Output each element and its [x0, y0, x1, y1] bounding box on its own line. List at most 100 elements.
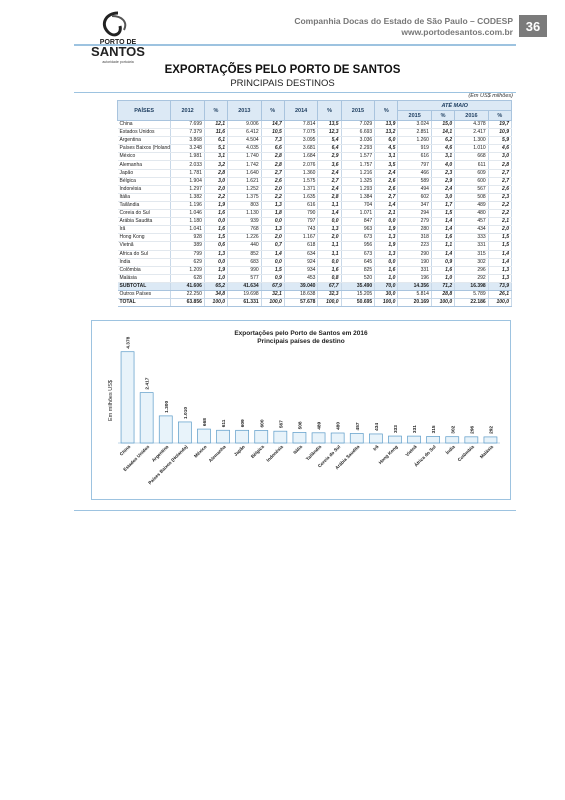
- value-cell: 7.029: [341, 120, 376, 130]
- value-cell: 1.904: [170, 177, 205, 186]
- value-cell: 673: [341, 233, 376, 243]
- category-label: Argentina: [151, 444, 170, 463]
- percent-cell: 15,0: [431, 120, 456, 130]
- percent-cell: 1,6: [317, 266, 342, 275]
- percent-cell: 1,3: [488, 266, 513, 275]
- percent-cell: 1,0: [431, 274, 456, 283]
- percent-cell: 2,0: [261, 233, 285, 243]
- percent-cell: 71,2: [431, 281, 456, 291]
- table-row: Índia 629 0,0 683 0,0 924 0,0 645 0,0 190 0,9 302 1,…: [117, 258, 513, 267]
- category-label: Índia: [443, 442, 456, 455]
- value-cell: 1.010: [454, 144, 489, 154]
- percent-cell: 34,8: [204, 290, 229, 300]
- value-cell: 1.742: [227, 160, 262, 170]
- value-cell: 1.226: [227, 233, 262, 243]
- value-cell: 9.006: [227, 120, 262, 130]
- percent-cell: 1,1: [431, 241, 456, 251]
- value-cell: 296: [454, 266, 489, 275]
- percent-cell: 0,0: [261, 258, 285, 267]
- value-cell: 434: [454, 225, 489, 235]
- percent-cell: 1,4: [431, 225, 456, 235]
- total-row: TOTAL 63.856 100,0 61.331 100,0 57.678 100,0 50…: [117, 298, 513, 308]
- other-countries-row: Outros Países 22.250 34,8 19.698 32,1 18.638 3…: [117, 290, 513, 300]
- percent-cell: 2,7: [488, 177, 513, 186]
- percent-cell: 0,0: [204, 217, 229, 227]
- percent-cell: 1,1: [317, 201, 342, 211]
- percent-cell: 0,7: [261, 241, 285, 251]
- percent-cell: 13,2: [374, 128, 399, 138]
- percent-cell: 65,2: [204, 281, 229, 291]
- percent-cell: 0,8: [317, 274, 342, 283]
- percent-cell: 12,1: [204, 120, 229, 130]
- percent-cell: 2,6: [261, 177, 285, 186]
- percent-cell: 14,7: [261, 120, 285, 130]
- company-website[interactable]: www.portodesantos.com.br: [401, 27, 513, 37]
- percent-cell: 3,0: [431, 193, 456, 202]
- header-ate-maio-2016: 2016: [454, 110, 489, 121]
- percent-cell: 3,6: [317, 160, 342, 170]
- bar: [426, 436, 440, 444]
- value-cell: 3.036: [341, 136, 376, 146]
- percent-cell: 2,2: [204, 193, 229, 202]
- percent-cell: 0,0: [374, 217, 399, 227]
- table-row: Japão 1.781 2,8 1.640 2,7 1.360 2,4 1.216 2,4 466…: [117, 169, 513, 178]
- bar: [235, 429, 249, 444]
- chart-title: Exportações pelo Porto de Santos em 2016: [234, 330, 368, 337]
- subtotal-row: SUBTOTAL 41.606 65,2 41.634 67,9 39.040 67,7 35…: [117, 281, 513, 291]
- header-2012: 2012: [170, 100, 205, 121]
- value-cell: 1.621: [227, 177, 262, 186]
- value-cell: 14.356: [397, 281, 432, 291]
- value-cell: 668: [454, 152, 489, 162]
- category-label: Bélgica: [250, 444, 265, 459]
- value-cell: 196: [397, 274, 432, 283]
- percent-cell: 0,0: [204, 258, 229, 267]
- value-cell: 924: [284, 258, 319, 267]
- country-cell: Alemanha: [117, 160, 172, 170]
- bar: [273, 430, 288, 444]
- value-cell: 1.684: [284, 152, 319, 162]
- percent-cell: 1,3: [374, 233, 399, 243]
- percent-cell: 12,3: [317, 128, 342, 138]
- percent-cell: 1,4: [374, 201, 399, 211]
- percent-cell: 1,3: [261, 225, 285, 235]
- percent-cell: 14,1: [431, 128, 456, 138]
- percent-cell: 4,6: [488, 144, 513, 154]
- percent-cell: 4,5: [374, 144, 399, 154]
- value-cell: 294: [397, 209, 432, 219]
- percent-cell: 1,9: [204, 266, 229, 275]
- value-cell: 50.695: [341, 298, 376, 308]
- value-cell: 7.075: [284, 128, 319, 138]
- value-cell: 15.205: [341, 290, 376, 300]
- percent-cell: 0,6: [204, 241, 229, 251]
- percent-cell: 2,6: [374, 177, 399, 186]
- value-cell: 331: [397, 266, 432, 275]
- category-label: Países Baixos (Holanda): [147, 444, 189, 486]
- percent-cell: 1,3: [204, 250, 229, 259]
- table-row: Tailândia 1.196 1,9 803 1,3 616 1,1 704 1,4 347 1,…: [117, 201, 513, 211]
- category-label: China: [119, 444, 132, 457]
- value-cell: 1.046: [170, 209, 205, 219]
- header-pct: %: [430, 110, 456, 121]
- value-cell: 41.606: [170, 281, 205, 291]
- country-cell: Colômbia: [117, 266, 172, 275]
- page-number: 36: [519, 15, 547, 37]
- header-ate-maio-2015: 2015: [397, 110, 432, 121]
- value-cell: 440: [227, 241, 262, 251]
- value-cell: 567: [454, 185, 489, 194]
- category-label: Malásia: [479, 444, 495, 460]
- value-cell: 1.375: [227, 193, 262, 202]
- header-ate-maio: ATÉ MAIO: [397, 100, 512, 111]
- value-cell: 847: [341, 217, 376, 227]
- percent-cell: 30,0: [374, 290, 399, 300]
- value-cell: 1.130: [227, 209, 262, 219]
- percent-cell: 1,0: [204, 274, 229, 283]
- data-label: 567: [278, 420, 284, 428]
- value-cell: 453: [284, 274, 319, 283]
- bar: [445, 436, 460, 444]
- table-row: China 7.699 12,1 9.006 14,7 7.814 13,5 7.029 13,…: [117, 120, 513, 130]
- table-row: Estados Unidos 7.379 11,6 6.412 10,5 7.075 12,…: [117, 128, 513, 138]
- value-cell: 2.417: [454, 128, 489, 138]
- country-cell: Países Baixos (Holanda): [117, 144, 172, 154]
- value-cell: 489: [454, 201, 489, 211]
- percent-cell: 11,6: [204, 128, 229, 138]
